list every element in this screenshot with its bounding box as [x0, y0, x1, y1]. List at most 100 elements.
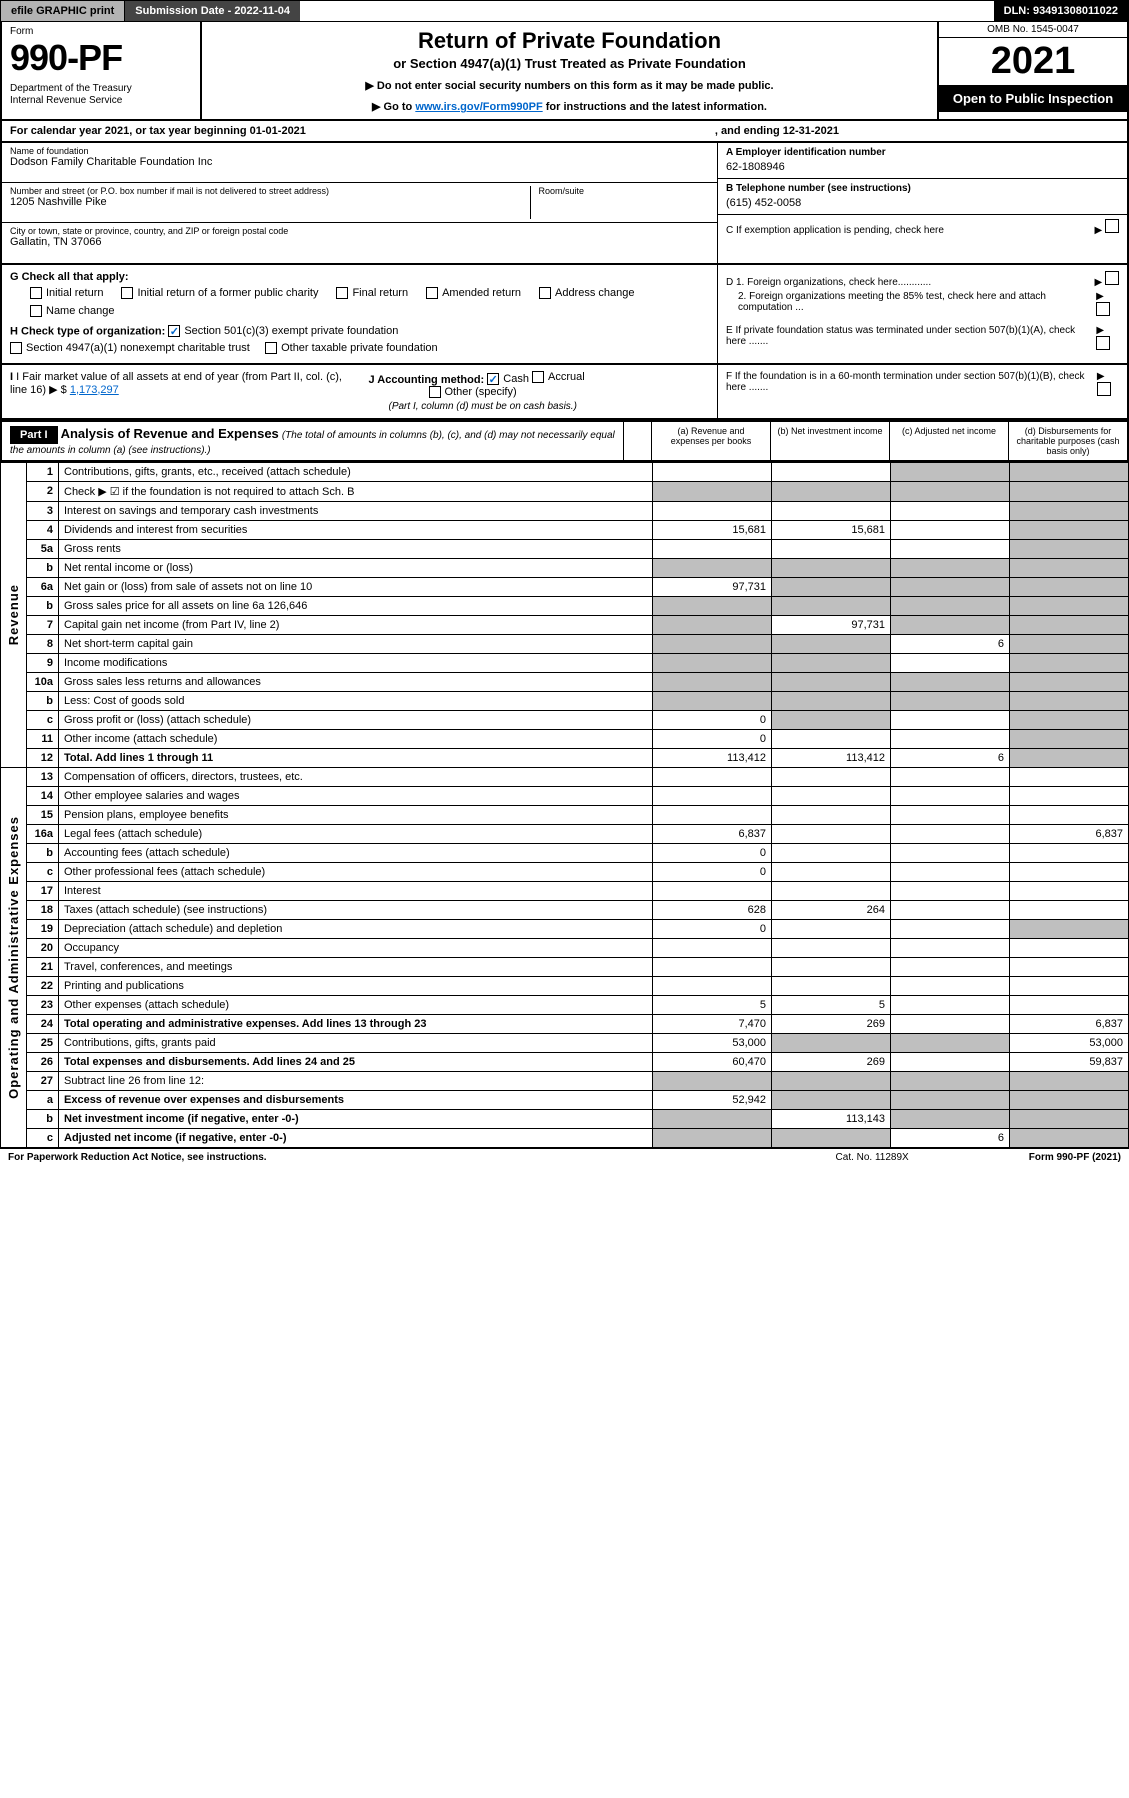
table-cell: 264	[772, 900, 891, 919]
table-cell: 11	[27, 729, 59, 748]
g-checkbox-1[interactable]	[121, 287, 133, 299]
efile-print-button[interactable]: efile GRAPHIC print	[1, 1, 125, 21]
table-cell	[1010, 1090, 1129, 1109]
table-cell: 0	[653, 710, 772, 729]
i-amount[interactable]: 1,173,297	[70, 384, 119, 396]
table-cell	[1010, 729, 1129, 748]
table-cell	[772, 919, 891, 938]
e-checkbox[interactable]	[1096, 336, 1110, 350]
table-cell	[1010, 577, 1129, 596]
city: Gallatin, TN 37066	[10, 236, 709, 248]
tax-year: 2021	[939, 38, 1127, 85]
h-other-checkbox[interactable]	[265, 342, 277, 354]
revenue-side-label: Revenue	[6, 584, 21, 645]
table-cell	[1010, 558, 1129, 577]
table-cell	[653, 596, 772, 615]
table-cell	[653, 976, 772, 995]
table-cell: 52,942	[653, 1090, 772, 1109]
table-cell: 0	[653, 862, 772, 881]
top-bar: efile GRAPHIC print Submission Date - 20…	[0, 0, 1129, 22]
table-cell	[772, 805, 891, 824]
table-cell: 6	[891, 1128, 1010, 1147]
table-cell: 269	[772, 1014, 891, 1033]
table-cell	[891, 767, 1010, 786]
table-cell: c	[27, 1128, 59, 1147]
table-cell: Interest	[59, 881, 653, 900]
table-cell: 97,731	[772, 615, 891, 634]
table-cell	[1010, 862, 1129, 881]
table-cell: b	[27, 843, 59, 862]
j-accrual-checkbox[interactable]	[532, 371, 544, 383]
table-cell	[772, 710, 891, 729]
table-cell: 113,143	[772, 1109, 891, 1128]
g-checkbox-2[interactable]	[336, 287, 348, 299]
table-cell	[772, 691, 891, 710]
h-4947-checkbox[interactable]	[10, 342, 22, 354]
table-cell: 53,000	[1010, 1033, 1129, 1052]
table-cell	[772, 1128, 891, 1147]
c-checkbox[interactable]	[1105, 219, 1119, 233]
table-cell: Capital gain net income (from Part IV, l…	[59, 615, 653, 634]
table-cell: b	[27, 1109, 59, 1128]
j-other-checkbox[interactable]	[429, 386, 441, 398]
table-cell	[891, 501, 1010, 520]
j-label: J Accounting method:	[369, 374, 485, 386]
table-cell	[653, 691, 772, 710]
table-cell	[1010, 634, 1129, 653]
table-cell: 6a	[27, 577, 59, 596]
table-cell	[1010, 805, 1129, 824]
table-cell: 18	[27, 900, 59, 919]
table-cell	[772, 501, 891, 520]
phone: (615) 452-0058	[726, 197, 1119, 209]
table-cell: 59,837	[1010, 1052, 1129, 1071]
table-cell: 15,681	[772, 520, 891, 539]
table-cell: Dividends and interest from securities	[59, 520, 653, 539]
table-cell	[653, 1071, 772, 1090]
h-501c3-checkbox[interactable]	[168, 325, 180, 337]
table-cell	[772, 767, 891, 786]
table-cell: Legal fees (attach schedule)	[59, 824, 653, 843]
table-cell	[772, 596, 891, 615]
d2-label: 2. Foreign organizations meeting the 85%…	[738, 291, 1090, 313]
table-cell: 3	[27, 501, 59, 520]
form990pf-link[interactable]: www.irs.gov/Form990PF	[415, 101, 542, 113]
d1-checkbox[interactable]	[1105, 271, 1119, 285]
note-goto-pre: ▶ Go to	[372, 101, 415, 113]
table-cell	[891, 1014, 1010, 1033]
j-cash-checkbox[interactable]	[487, 373, 499, 385]
table-cell: 24	[27, 1014, 59, 1033]
table-cell	[1010, 691, 1129, 710]
table-cell	[891, 691, 1010, 710]
table-cell: Other expenses (attach schedule)	[59, 995, 653, 1014]
g-checkbox-5[interactable]	[30, 305, 42, 317]
table-cell: 14	[27, 786, 59, 805]
table-cell	[1010, 919, 1129, 938]
j-accrual: Accrual	[548, 371, 585, 383]
table-cell	[1010, 596, 1129, 615]
table-cell: 6,837	[653, 824, 772, 843]
table-cell: 113,412	[772, 748, 891, 767]
table-cell	[891, 1090, 1010, 1109]
d2-checkbox[interactable]	[1096, 302, 1110, 316]
city-label: City or town, state or province, country…	[10, 226, 709, 236]
col-a-header: (a) Revenue and expenses per books	[651, 422, 770, 460]
f-checkbox[interactable]	[1097, 382, 1111, 396]
table-cell	[891, 615, 1010, 634]
table-cell	[772, 976, 891, 995]
table-cell	[772, 672, 891, 691]
table-cell: Other income (attach schedule)	[59, 729, 653, 748]
table-cell: 269	[772, 1052, 891, 1071]
g-checkbox-3[interactable]	[426, 287, 438, 299]
table-cell: Excess of revenue over expenses and disb…	[59, 1090, 653, 1109]
table-cell: Subtract line 26 from line 12:	[59, 1071, 653, 1090]
g-opt-0: Initial return	[46, 287, 103, 299]
table-cell	[772, 558, 891, 577]
j-note: (Part I, column (d) must be on cash basi…	[389, 401, 710, 412]
g-checkbox-0[interactable]	[30, 287, 42, 299]
table-cell: 15	[27, 805, 59, 824]
g-opt-4: Address change	[555, 287, 635, 299]
table-cell: b	[27, 596, 59, 615]
table-cell: Other employee salaries and wages	[59, 786, 653, 805]
g-checkbox-4[interactable]	[539, 287, 551, 299]
table-cell	[891, 881, 1010, 900]
